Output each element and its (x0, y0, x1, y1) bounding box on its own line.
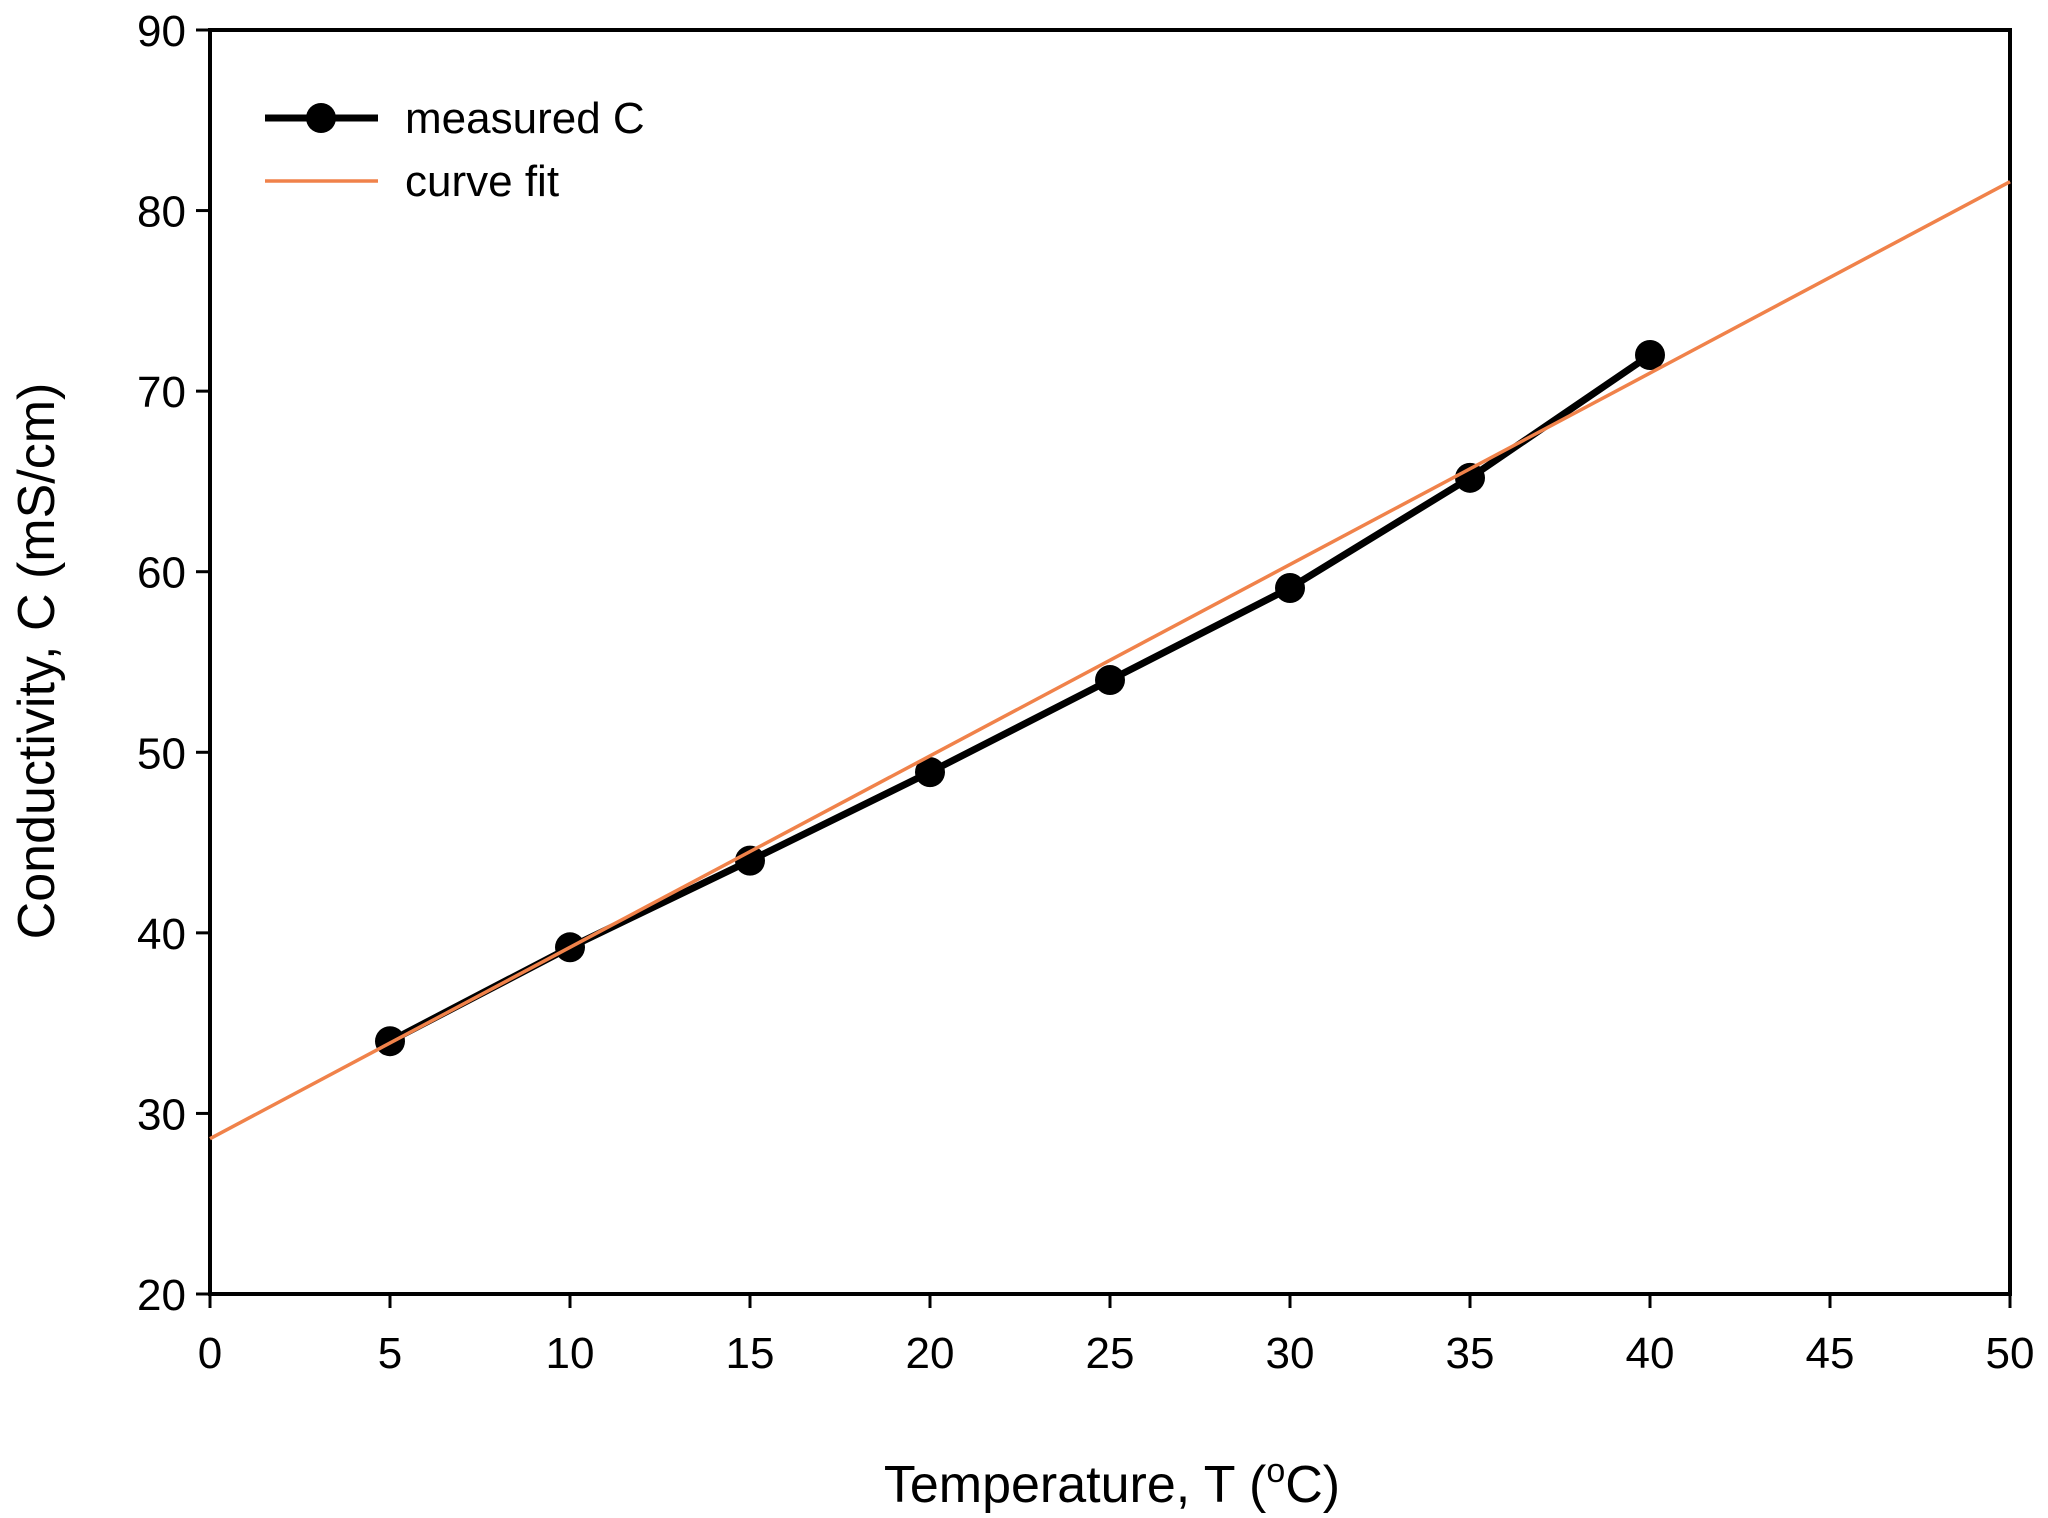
x-tick-label: 25 (1086, 1329, 1135, 1378)
x-tick-label: 35 (1446, 1329, 1495, 1378)
x-tick-label: 10 (546, 1329, 595, 1378)
y-tick-label: 20 (137, 1271, 186, 1320)
data-point-measured (1275, 572, 1305, 603)
y-axis-title: Conductivity, C (mS/cm) (8, 383, 66, 940)
data-point-measured (915, 757, 945, 788)
x-tick-label: 15 (726, 1329, 775, 1378)
data-point-measured (1635, 340, 1665, 371)
series-group (209, 180, 2011, 1141)
x-tick-label: 30 (1266, 1329, 1315, 1378)
y-tick-label: 90 (137, 7, 186, 56)
legend-marker-measured (306, 103, 336, 133)
y-tick-label: 40 (137, 910, 186, 959)
x-tick-label: 5 (378, 1329, 402, 1378)
data-point-measured (1455, 462, 1485, 493)
x-tick-label: 40 (1626, 1329, 1675, 1378)
y-tick-label: 50 (137, 729, 186, 778)
data-point-measured (735, 845, 765, 876)
series-line-curve-fit (209, 180, 2011, 1141)
data-point-measured (1095, 665, 1125, 696)
y-tick-label: 30 (137, 1090, 186, 1139)
legend-label-measured: measured C (405, 94, 645, 143)
axis-ticks: 0 5 10 15 20 25 30 35 40 45 50 20 30 40 50 60 70 80 90 (137, 7, 2034, 1378)
y-tick-label: 70 (137, 368, 186, 417)
x-tick-label: 50 (1986, 1329, 2035, 1378)
x-tick-label: 0 (198, 1329, 222, 1378)
legend-label-fit: curve fit (405, 157, 559, 206)
x-axis-title: Temperature, T (oC) (884, 1452, 1340, 1514)
x-tick-label: 45 (1806, 1329, 1855, 1378)
y-tick-label: 80 (137, 188, 186, 237)
x-tick-label: 20 (906, 1329, 955, 1378)
y-tick-label: 60 (137, 549, 186, 598)
legend: measured C curve fit (265, 94, 645, 206)
